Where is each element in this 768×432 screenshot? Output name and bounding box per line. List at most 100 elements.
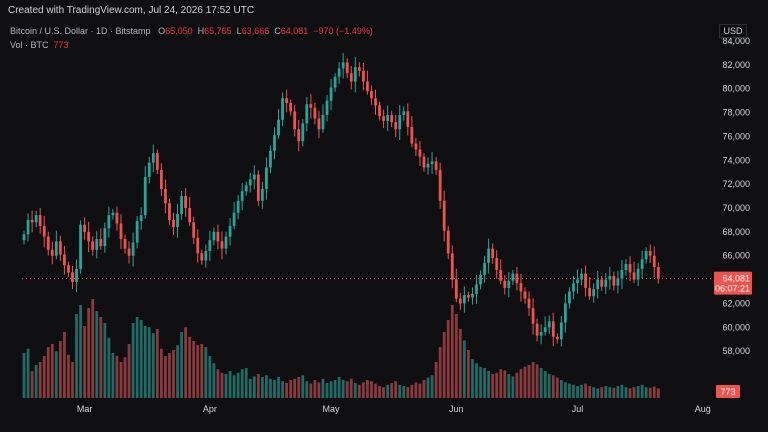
volume-bar: [252, 376, 256, 398]
candle: [353, 57, 357, 93]
volume-bar: [361, 382, 365, 398]
candle: [535, 318, 539, 342]
candle: [640, 250, 644, 279]
volume-bar: [204, 347, 208, 398]
volume-bar: [551, 375, 555, 398]
volume-bar: [580, 384, 583, 398]
candle-body: [370, 91, 373, 99]
candle: [135, 216, 139, 249]
candle-body: [462, 295, 466, 304]
candle-body: [430, 161, 434, 164]
candle: [523, 287, 527, 304]
candle: [46, 231, 50, 256]
candle-body: [588, 287, 592, 297]
volume-bar: [491, 374, 495, 398]
price-axis[interactable]: 58,000 60,000 62,000 66,000 68,000 70,000 72,0…: [714, 36, 752, 398]
candle-body: [414, 143, 418, 150]
volume-bar: [333, 380, 337, 398]
time-axis[interactable]: Mar Apr May Jun Jul Aug: [77, 404, 711, 414]
candle: [648, 244, 652, 263]
candle-body: [511, 273, 515, 281]
candle: [305, 97, 309, 132]
volume-bar: [256, 374, 260, 398]
candle: [180, 191, 183, 220]
candle: [467, 291, 470, 302]
volume-bar: [353, 383, 357, 398]
price-tick-label: 68,000: [722, 227, 750, 237]
candle: [418, 140, 422, 167]
open-label: O: [158, 26, 166, 36]
volume-bar: [50, 344, 54, 398]
candle: [386, 105, 390, 131]
currency-selector[interactable]: USD: [719, 24, 747, 38]
candle: [345, 58, 349, 79]
candle-body: [99, 239, 103, 247]
candle-body: [382, 116, 385, 121]
volume-badge-label: 773: [720, 387, 735, 397]
candle: [58, 235, 62, 261]
candle: [531, 298, 535, 335]
candle-body: [38, 215, 42, 226]
volume-bar: [143, 326, 147, 398]
candle-body: [139, 215, 143, 222]
candle-body: [297, 129, 301, 142]
price-tick-label: 82,000: [722, 60, 750, 70]
price-tick-label: 58,000: [722, 346, 750, 356]
candle-body: [337, 68, 341, 77]
candle-body: [107, 215, 111, 229]
candle: [515, 267, 519, 291]
candle: [95, 231, 99, 259]
candle-body: [164, 188, 167, 204]
candle-body: [159, 169, 163, 189]
candle-body: [317, 118, 321, 130]
volume-bar: [30, 371, 34, 398]
candle-body: [349, 73, 353, 82]
candle-body: [172, 219, 175, 228]
candle-body: [620, 270, 624, 279]
time-tick-label: Jun: [449, 404, 464, 414]
candle: [580, 268, 583, 286]
volume-bar: [172, 350, 175, 398]
volume-bar: [196, 345, 200, 398]
volume-bar: [321, 378, 325, 398]
candle: [317, 110, 321, 138]
candle: [366, 70, 369, 95]
candle-body: [632, 272, 636, 280]
candle: [608, 266, 612, 290]
volume-bar: [584, 383, 587, 398]
candle-body: [568, 291, 571, 304]
chart-area[interactable]: 58,000 60,000 62,000 66,000 68,000 70,000 72,0…: [0, 22, 768, 432]
volume-bar: [91, 299, 95, 398]
volume-bar: [511, 376, 515, 398]
candle: [204, 244, 208, 268]
volume-bar: [164, 356, 167, 398]
candle-body: [180, 196, 183, 214]
candle-body: [438, 169, 442, 201]
volume-value: 773: [53, 40, 69, 50]
symbol-description: Bitcoin / U.S. Dollar · 1D · Bitstamp: [10, 26, 151, 36]
candle-body: [277, 119, 280, 136]
candle: [612, 271, 616, 291]
candle: [422, 153, 426, 172]
candle-body: [244, 185, 248, 192]
candle-body: [248, 179, 252, 186]
volume-bar: [212, 363, 216, 398]
volume-bar: [220, 372, 224, 398]
volume-bar: [628, 388, 632, 398]
candle-body: [479, 274, 482, 285]
candlestick-chart[interactable]: 58,000 60,000 62,000 66,000 68,000 70,000 72,0…: [0, 22, 768, 432]
candle: [487, 238, 491, 274]
candle-body: [184, 196, 188, 208]
candle: [414, 137, 418, 156]
volume-bar: [38, 362, 42, 398]
candle-body: [293, 111, 297, 130]
volume-bar: [616, 386, 620, 398]
candle: [224, 231, 228, 255]
candle-body: [123, 239, 127, 249]
candle-body: [176, 213, 179, 228]
candle-body: [71, 272, 74, 282]
volume-bar: [99, 317, 103, 398]
candle-body: [252, 174, 256, 180]
volume-bar: [139, 320, 143, 398]
volume-badge: [716, 385, 740, 398]
